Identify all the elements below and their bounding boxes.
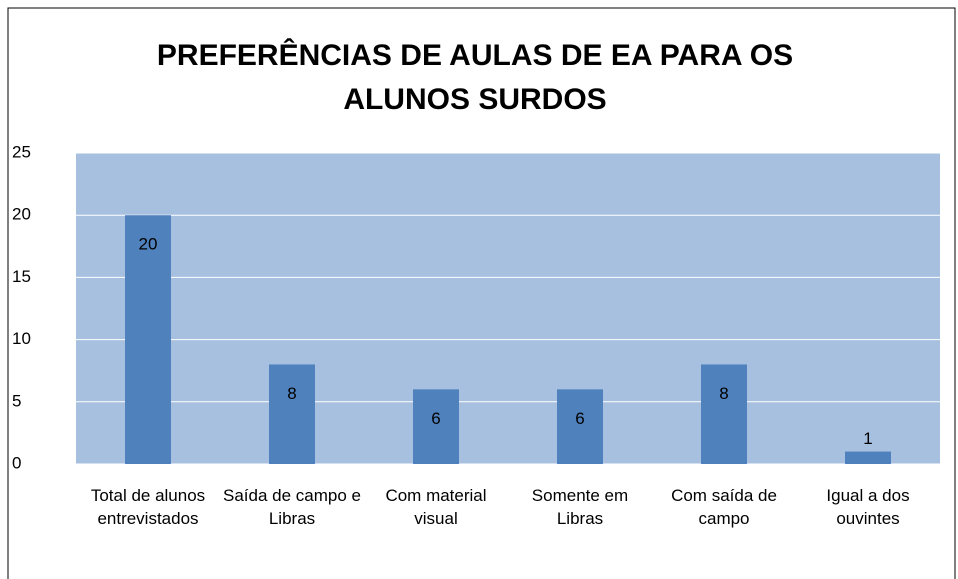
- frame: [7, 7, 956, 579]
- chart-title: PREFERÊNCIAS DE AULAS DE EA PARA OS ALUN…: [156, 39, 794, 116]
- data-label: 20: [139, 235, 158, 254]
- y-tick-label: 15: [12, 267, 31, 286]
- x-tick-label: Com saída de campo: [671, 486, 777, 528]
- y-tick-label: 25: [12, 142, 31, 161]
- x-tick-label: Saída de campo e Libras: [223, 486, 361, 528]
- x-tick-label: Somente em Libras: [531, 486, 629, 528]
- y-tick-label: 5: [12, 391, 21, 410]
- bar: [845, 451, 891, 464]
- y-tick-label: 0: [12, 453, 21, 472]
- data-label: 8: [719, 384, 728, 403]
- data-label: 6: [575, 409, 584, 428]
- bar: [269, 364, 315, 464]
- x-tick-label: Igual a dos ouvintes: [826, 486, 910, 528]
- bar: [701, 364, 747, 464]
- x-tick-label: Total de alunos entrevistados: [90, 486, 206, 528]
- bar: [557, 389, 603, 464]
- data-label: 1: [863, 429, 872, 448]
- bar: [413, 389, 459, 464]
- bar: [125, 215, 171, 464]
- y-tick-label: 20: [12, 205, 31, 224]
- x-tick-label: Com material visual: [385, 486, 487, 528]
- y-tick-label: 10: [12, 329, 31, 348]
- data-label: 6: [431, 409, 440, 428]
- data-label: 8: [287, 384, 296, 403]
- plot-area: [76, 153, 940, 464]
